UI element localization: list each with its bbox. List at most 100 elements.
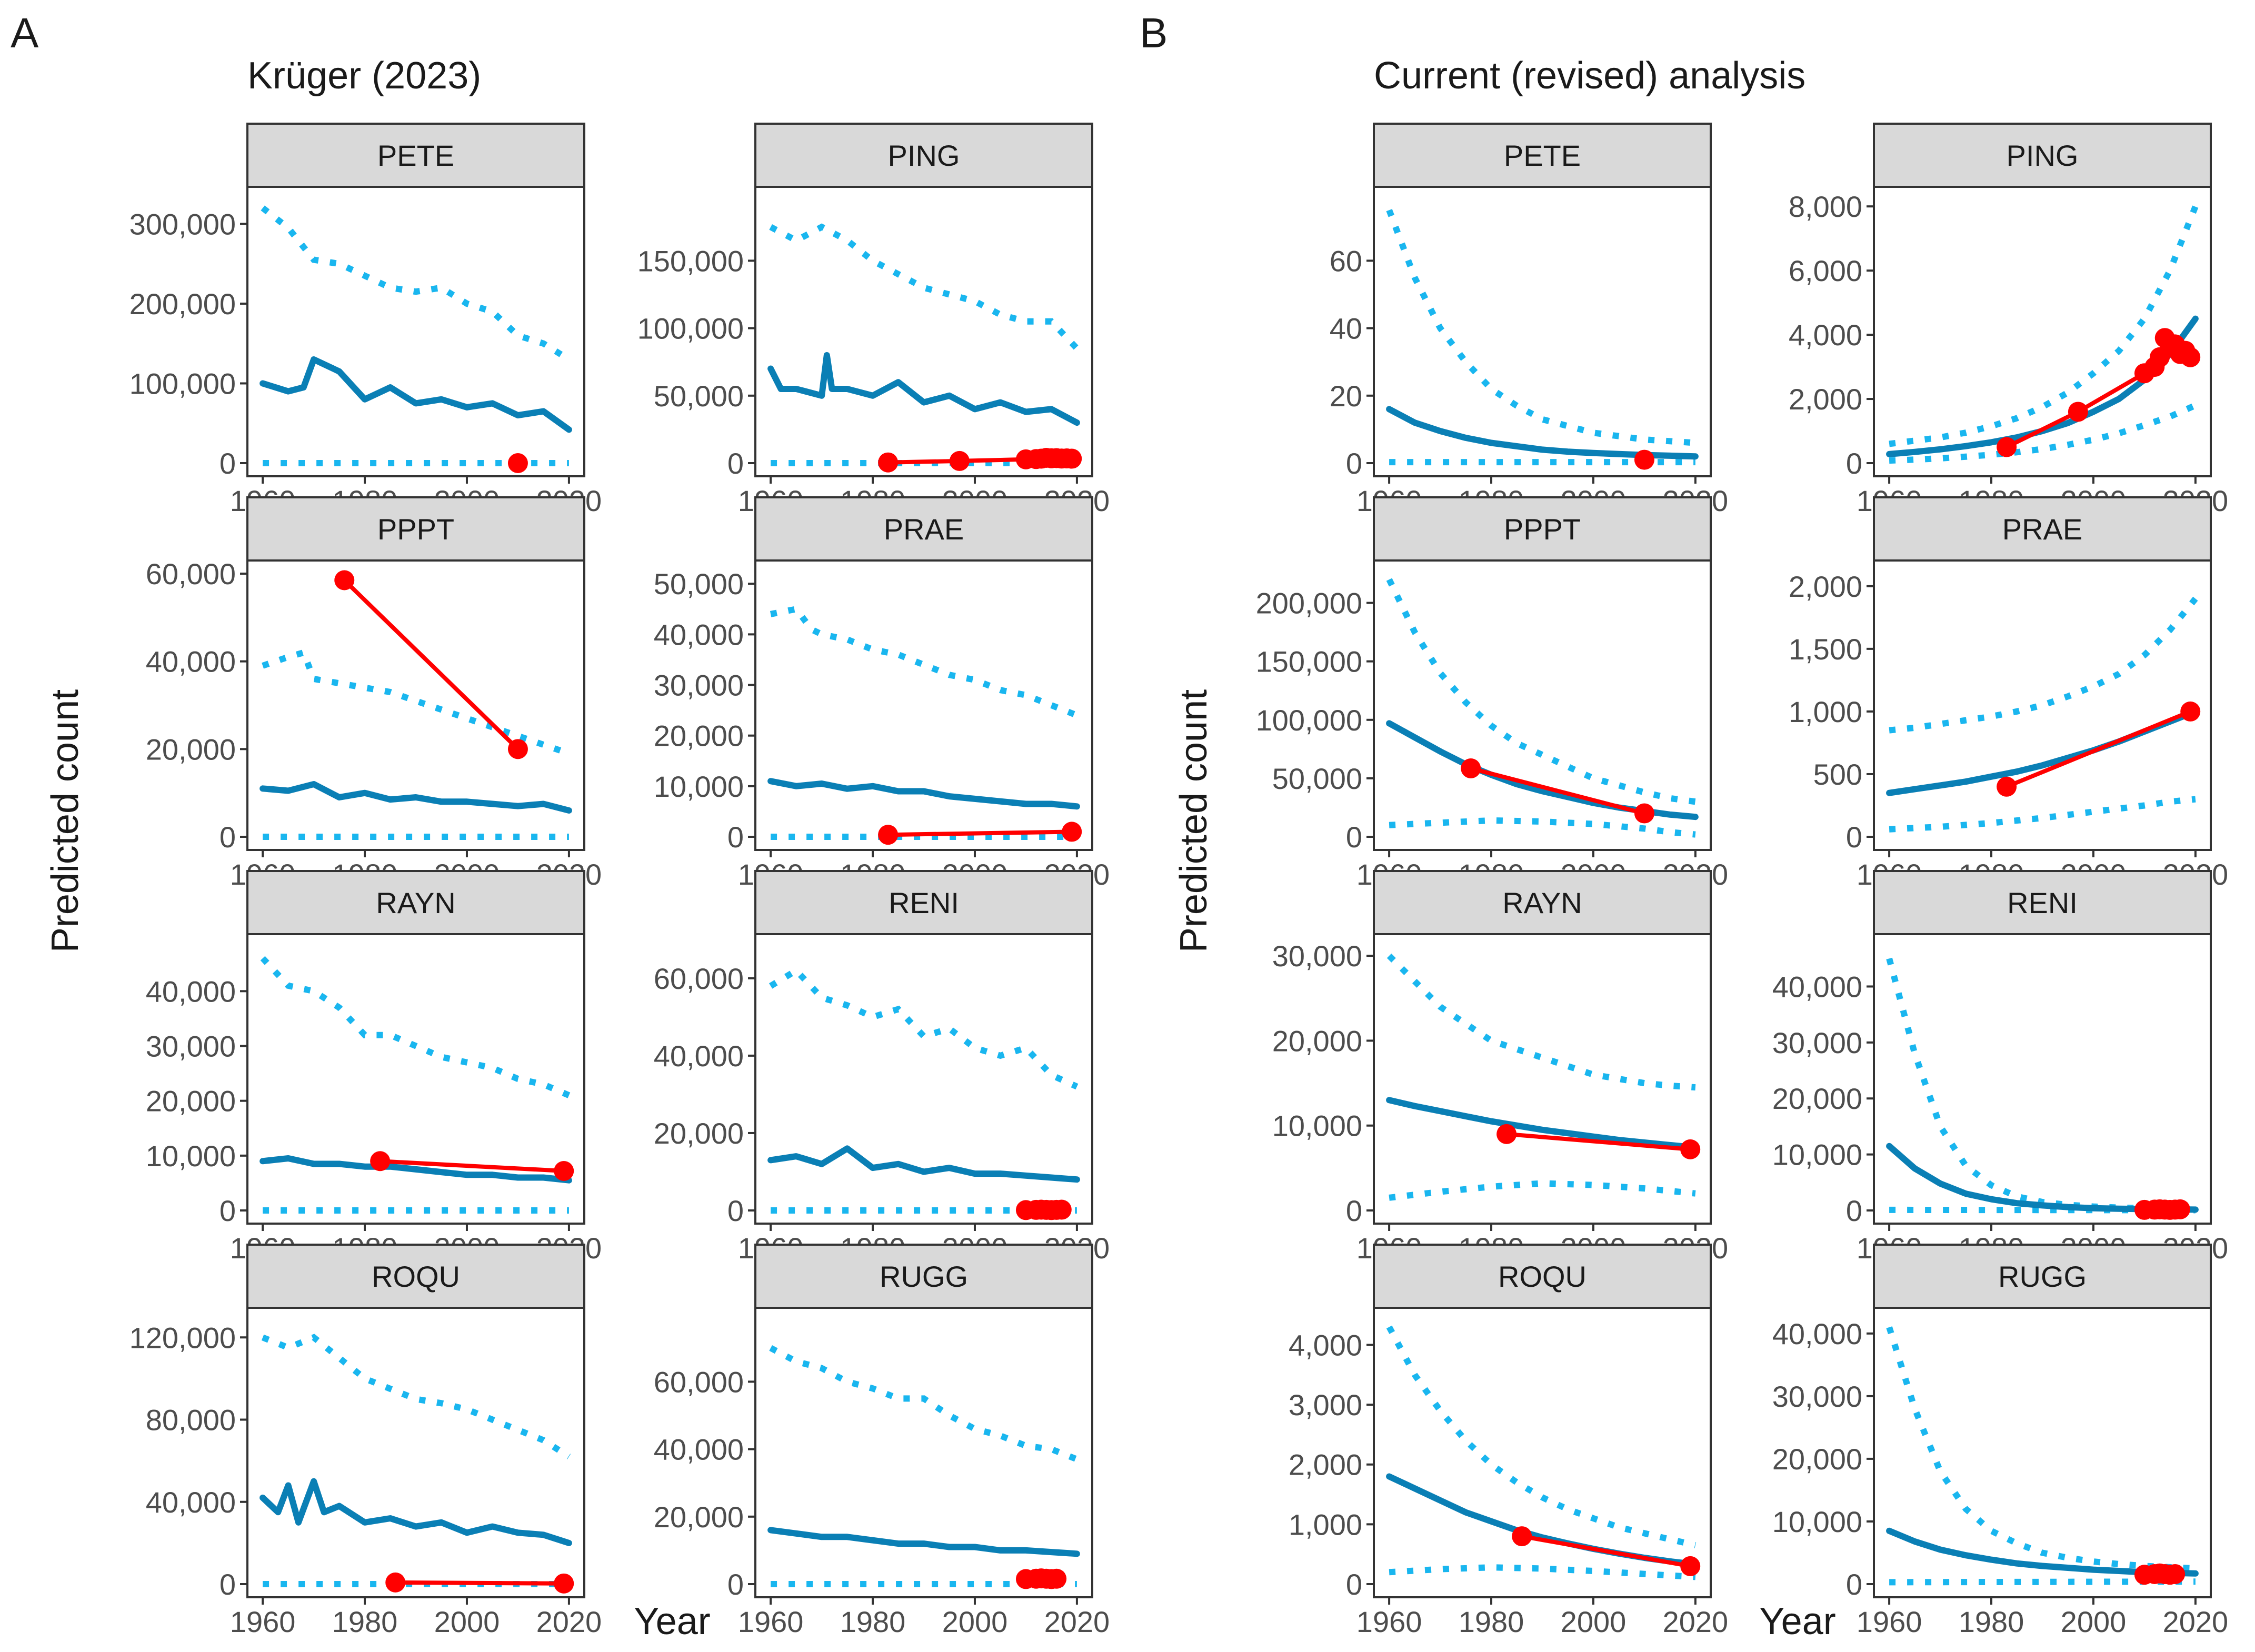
panel-a-y-axis-title: Predicted count (44, 689, 86, 953)
panel-a-reni-y-tick-label: 20,000 (654, 1117, 744, 1150)
panel-b-prae-plot-area (1874, 560, 2211, 850)
panel-a-roqu-y-tick-label: 80,000 (146, 1404, 236, 1437)
panel-b-prae-strip (1873, 496, 2212, 562)
panel-a-rayn-observed-point (370, 1151, 391, 1172)
panel-a-reni-median-line (767, 1145, 1080, 1183)
panel-b-reni-y-tick-label: 40,000 (1772, 970, 1862, 1003)
panel-b-rugg-y-tick-label: 40,000 (1772, 1317, 1862, 1350)
panel-a-roqu-observed-point (554, 1573, 574, 1594)
panel-b-rayn-strip (1373, 870, 1712, 935)
panel-a-pppt-y-tick-label: 60,000 (146, 557, 236, 590)
panel-b-roqu-x-tick-label: 1980 (1459, 1605, 1524, 1638)
panel-a-prae-y-tick-label: 30,000 (654, 669, 744, 702)
panel-b-prae-observed-point (2180, 701, 2201, 722)
panel-b-rugg-x-tick-label: 2000 (2061, 1605, 2127, 1638)
panel-a-roqu-median-line (260, 1478, 572, 1546)
panel-a-rugg-x-tick-label: 1980 (840, 1605, 906, 1638)
panel-b-rayn-upper-interval-line (1386, 953, 1696, 1091)
panel-b-rayn-panel-border (1373, 933, 1712, 1225)
panel-a-rugg-facet: RUGG 0 20,000 40,000 60,000 1960 1980 2000 2020 (654, 1244, 1110, 1638)
panel-b-pppt-facet: PPPT050,000100,000150,000200,00019601980… (1256, 496, 1728, 891)
panel-a-prae-observed-point (1062, 822, 1082, 842)
panel-b-pppt-observed-point (1634, 803, 1654, 824)
panel-a-rayn-y-tick-label: 0 (219, 1194, 236, 1227)
panel-a-prae-median-line (767, 778, 1080, 810)
panel-b-pete-upper-interval-line (1386, 209, 1696, 446)
panel-a-prae-observed-line (888, 829, 1072, 837)
panel-a-pete-median-line (260, 356, 572, 433)
panel-a-prae-y-tick-label: 10,000 (654, 770, 744, 803)
panel-a-roqu-y-tick-label: 0 (219, 1568, 236, 1601)
panel-b-rugg-y-tick-label: 20,000 (1772, 1443, 1862, 1476)
panel-a-pete-y-tick-label: 200,000 (129, 287, 236, 321)
panel-a-pppt-median-line (260, 781, 572, 814)
panel-b-ping-observed-point (2068, 402, 2088, 422)
panel-b-prae-y-tick-label: 1,000 (1789, 695, 1862, 728)
panel-b-roqu-y-tick-label: 2,000 (1289, 1448, 1362, 1481)
panel-a-prae-panel-border (754, 559, 1093, 851)
panel-b-roqu-x-tick-label: 2020 (1663, 1605, 1729, 1638)
panel-a-prae-y-tick-label: 0 (727, 820, 744, 854)
panel-b-reni-facet: RENI010,00020,00030,00040,00019601980200… (1772, 870, 2228, 1265)
panel-a-roqu-plot-area (247, 1308, 584, 1597)
panel-b-prae-panel-border (1873, 559, 2212, 851)
panel-b-pete-y-tick-label: 20 (1330, 379, 1362, 413)
panel-b-rayn-y-tick-label: 30,000 (1272, 939, 1362, 973)
panel-a-roqu-panel-border (246, 1307, 585, 1598)
panel-a-ping-observed-point (1062, 448, 1082, 469)
panel-b-reni-y-tick-label: 30,000 (1772, 1026, 1862, 1059)
panel-b-ping-strip-label: PING (2007, 139, 2079, 172)
panel-letter-a: A (11, 9, 39, 56)
panel-b-ping-observed-point (2180, 347, 2201, 367)
panel-b-rayn-observed-point (1496, 1124, 1517, 1144)
panel-a-roqu-observed-point (385, 1572, 406, 1593)
panel-a-reni-strip (754, 870, 1093, 935)
panel-b-roqu-lower-interval-line (1389, 1564, 1696, 1580)
panel-a-pete-plot-area (247, 187, 584, 476)
panel-b-pppt-strip (1373, 496, 1712, 562)
panel-b-pppt-observed-line (1470, 766, 1645, 816)
panel-a-roqu-strip (246, 1244, 585, 1309)
panel-b-ping-panel-border (1873, 186, 2212, 477)
panel-b-rayn-median-line (1386, 1097, 1699, 1151)
panel-b-roqu-x-tick-label: 1960 (1356, 1605, 1422, 1638)
panel-a-roqu-x-tick-label: 2000 (434, 1605, 500, 1638)
panel-b-rugg-x-tick-label: 1960 (1857, 1605, 1922, 1638)
panel-b-roqu-facet: ROQU 0 1,000 2,000 3,000 4,000 1960 1980 2000 202… (1289, 1244, 1729, 1638)
panel-b-roqu-strip-label: ROQU (1498, 1260, 1587, 1293)
panel-b-reni-panel-border (1873, 933, 2212, 1225)
panel-a-roqu-x-tick-label: 1960 (230, 1605, 296, 1638)
panel-a-rayn-facet: RAYN010,00020,00030,00040,00019601980200… (146, 870, 602, 1265)
panel-b-reni-y-tick-label: 10,000 (1772, 1138, 1862, 1172)
panel-a-prae-observed-point (878, 825, 899, 845)
panel-b-rugg-strip (1873, 1244, 2212, 1309)
panel-a-pppt-strip-label: PPPT (377, 513, 454, 546)
panel-b-ping-observed-point (1997, 437, 2017, 457)
panel-b-rugg-x-tick-label: 1980 (1959, 1605, 2024, 1638)
panel-a-rugg-y-tick-label: 0 (727, 1568, 744, 1601)
panel-b-reni-observed-point (2170, 1199, 2190, 1219)
panel-a-rugg-panel-border (754, 1307, 1093, 1598)
panel-a-rayn-upper-interval-line (260, 956, 571, 1098)
panel-a-ping-y-tick-label: 150,000 (637, 244, 744, 277)
panel-a-pete-strip-label: PETE (377, 139, 454, 172)
panel-a-ping-observed-point (949, 450, 970, 471)
panel-b-rayn-observed-line (1506, 1132, 1691, 1152)
panel-a-rayn-observed-point (554, 1161, 574, 1181)
panel-b-roqu-y-tick-label: 0 (1346, 1568, 1362, 1601)
panel-b-rugg-strip-label: RUGG (1998, 1260, 2087, 1293)
panel-b-pppt-y-tick-label: 150,000 (1256, 645, 1362, 678)
panel-b-pppt-panel-border (1373, 559, 1712, 851)
panel-b-prae-strip-label: PRAE (2002, 513, 2083, 546)
panel-b-prae-observed-point (1997, 776, 2017, 797)
panel-a-prae-strip-label: PRAE (884, 513, 964, 546)
panel-b-roqu-upper-interval-line (1386, 1325, 1697, 1548)
panel-b-prae-y-tick-label: 2,000 (1789, 570, 1862, 603)
panel-b-rayn-plot-area (1374, 934, 1711, 1224)
panel-b-prae-upper-interval-line (1889, 596, 2198, 734)
panel-b-roqu-y-tick-label: 1,000 (1289, 1508, 1362, 1541)
panel-b-pete-y-tick-label: 0 (1346, 447, 1362, 480)
panel-a-prae-upper-interval-line (770, 605, 1079, 718)
panel-a-rayn-y-tick-label: 30,000 (146, 1030, 236, 1063)
panel-b-rugg-y-tick-label: 10,000 (1772, 1505, 1862, 1538)
